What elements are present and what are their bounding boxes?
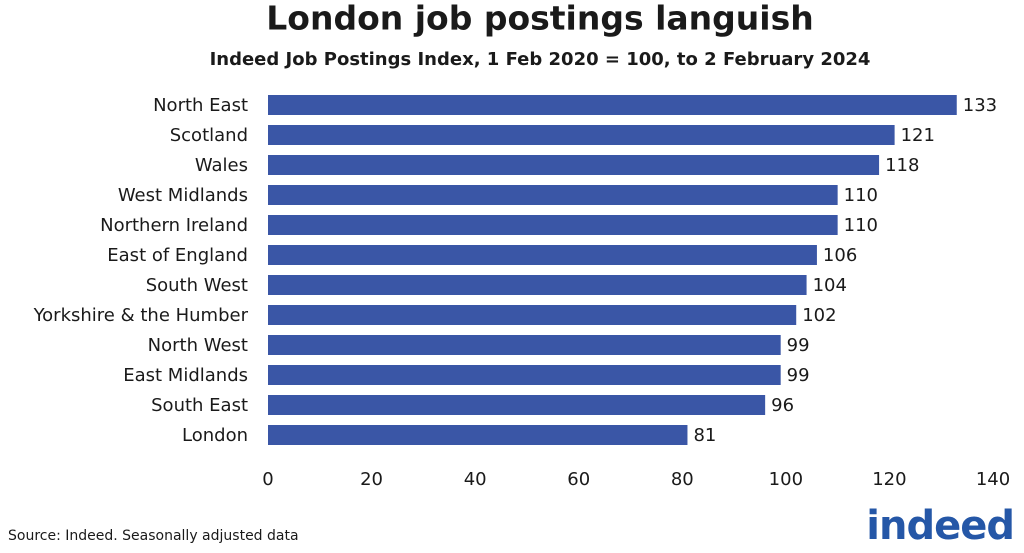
y-tick-label: West Midlands <box>118 185 248 206</box>
bar <box>268 425 688 445</box>
value-label: 110 <box>844 185 878 206</box>
chart-title: London job postings languish <box>266 0 813 38</box>
value-label: 118 <box>885 155 919 176</box>
y-tick-label: North East <box>153 95 248 116</box>
bar <box>268 125 895 145</box>
y-tick-label: East Midlands <box>123 365 248 386</box>
x-tick-label: 40 <box>464 469 487 490</box>
source-note: Source: Indeed. Seasonally adjusted data <box>8 528 299 544</box>
y-tick-label: Scotland <box>170 125 248 146</box>
value-label: 104 <box>813 275 847 296</box>
y-tick-label: North West <box>148 335 248 356</box>
value-label: 102 <box>802 305 836 326</box>
bar <box>268 95 957 115</box>
chart-subtitle: Indeed Job Postings Index, 1 Feb 2020 = … <box>210 49 871 70</box>
value-label: 99 <box>787 335 810 356</box>
y-tick-label: South East <box>151 395 248 416</box>
x-tick-label: 140 <box>976 469 1010 490</box>
bar <box>268 245 817 265</box>
x-tick-label: 20 <box>360 469 383 490</box>
value-label: 110 <box>844 215 878 236</box>
y-tick-label: South West <box>146 275 248 296</box>
bar <box>268 185 838 205</box>
y-tick-label: East of England <box>107 245 248 266</box>
y-tick-label: Yorkshire & the Humber <box>33 305 249 326</box>
value-label: 81 <box>693 425 716 446</box>
value-label: 133 <box>963 95 997 116</box>
bar <box>268 395 766 415</box>
bar <box>268 215 838 235</box>
bar <box>268 365 781 385</box>
x-tick-label: 100 <box>769 469 803 490</box>
x-tick-label: 60 <box>567 469 590 490</box>
y-tick-label: Wales <box>195 155 248 176</box>
bar <box>268 155 880 175</box>
x-tick-label: 80 <box>671 469 694 490</box>
x-tick-label: 0 <box>262 469 273 490</box>
logo: indeed <box>866 503 1014 549</box>
value-label: 96 <box>771 395 794 416</box>
bar <box>268 275 807 295</box>
value-label: 106 <box>823 245 857 266</box>
y-tick-label: London <box>182 425 248 446</box>
value-label: 121 <box>901 125 935 146</box>
x-tick-label: 120 <box>872 469 906 490</box>
value-label: 99 <box>787 365 810 386</box>
bar <box>268 335 781 355</box>
bar <box>268 305 797 325</box>
y-tick-label: Northern Ireland <box>100 215 248 236</box>
